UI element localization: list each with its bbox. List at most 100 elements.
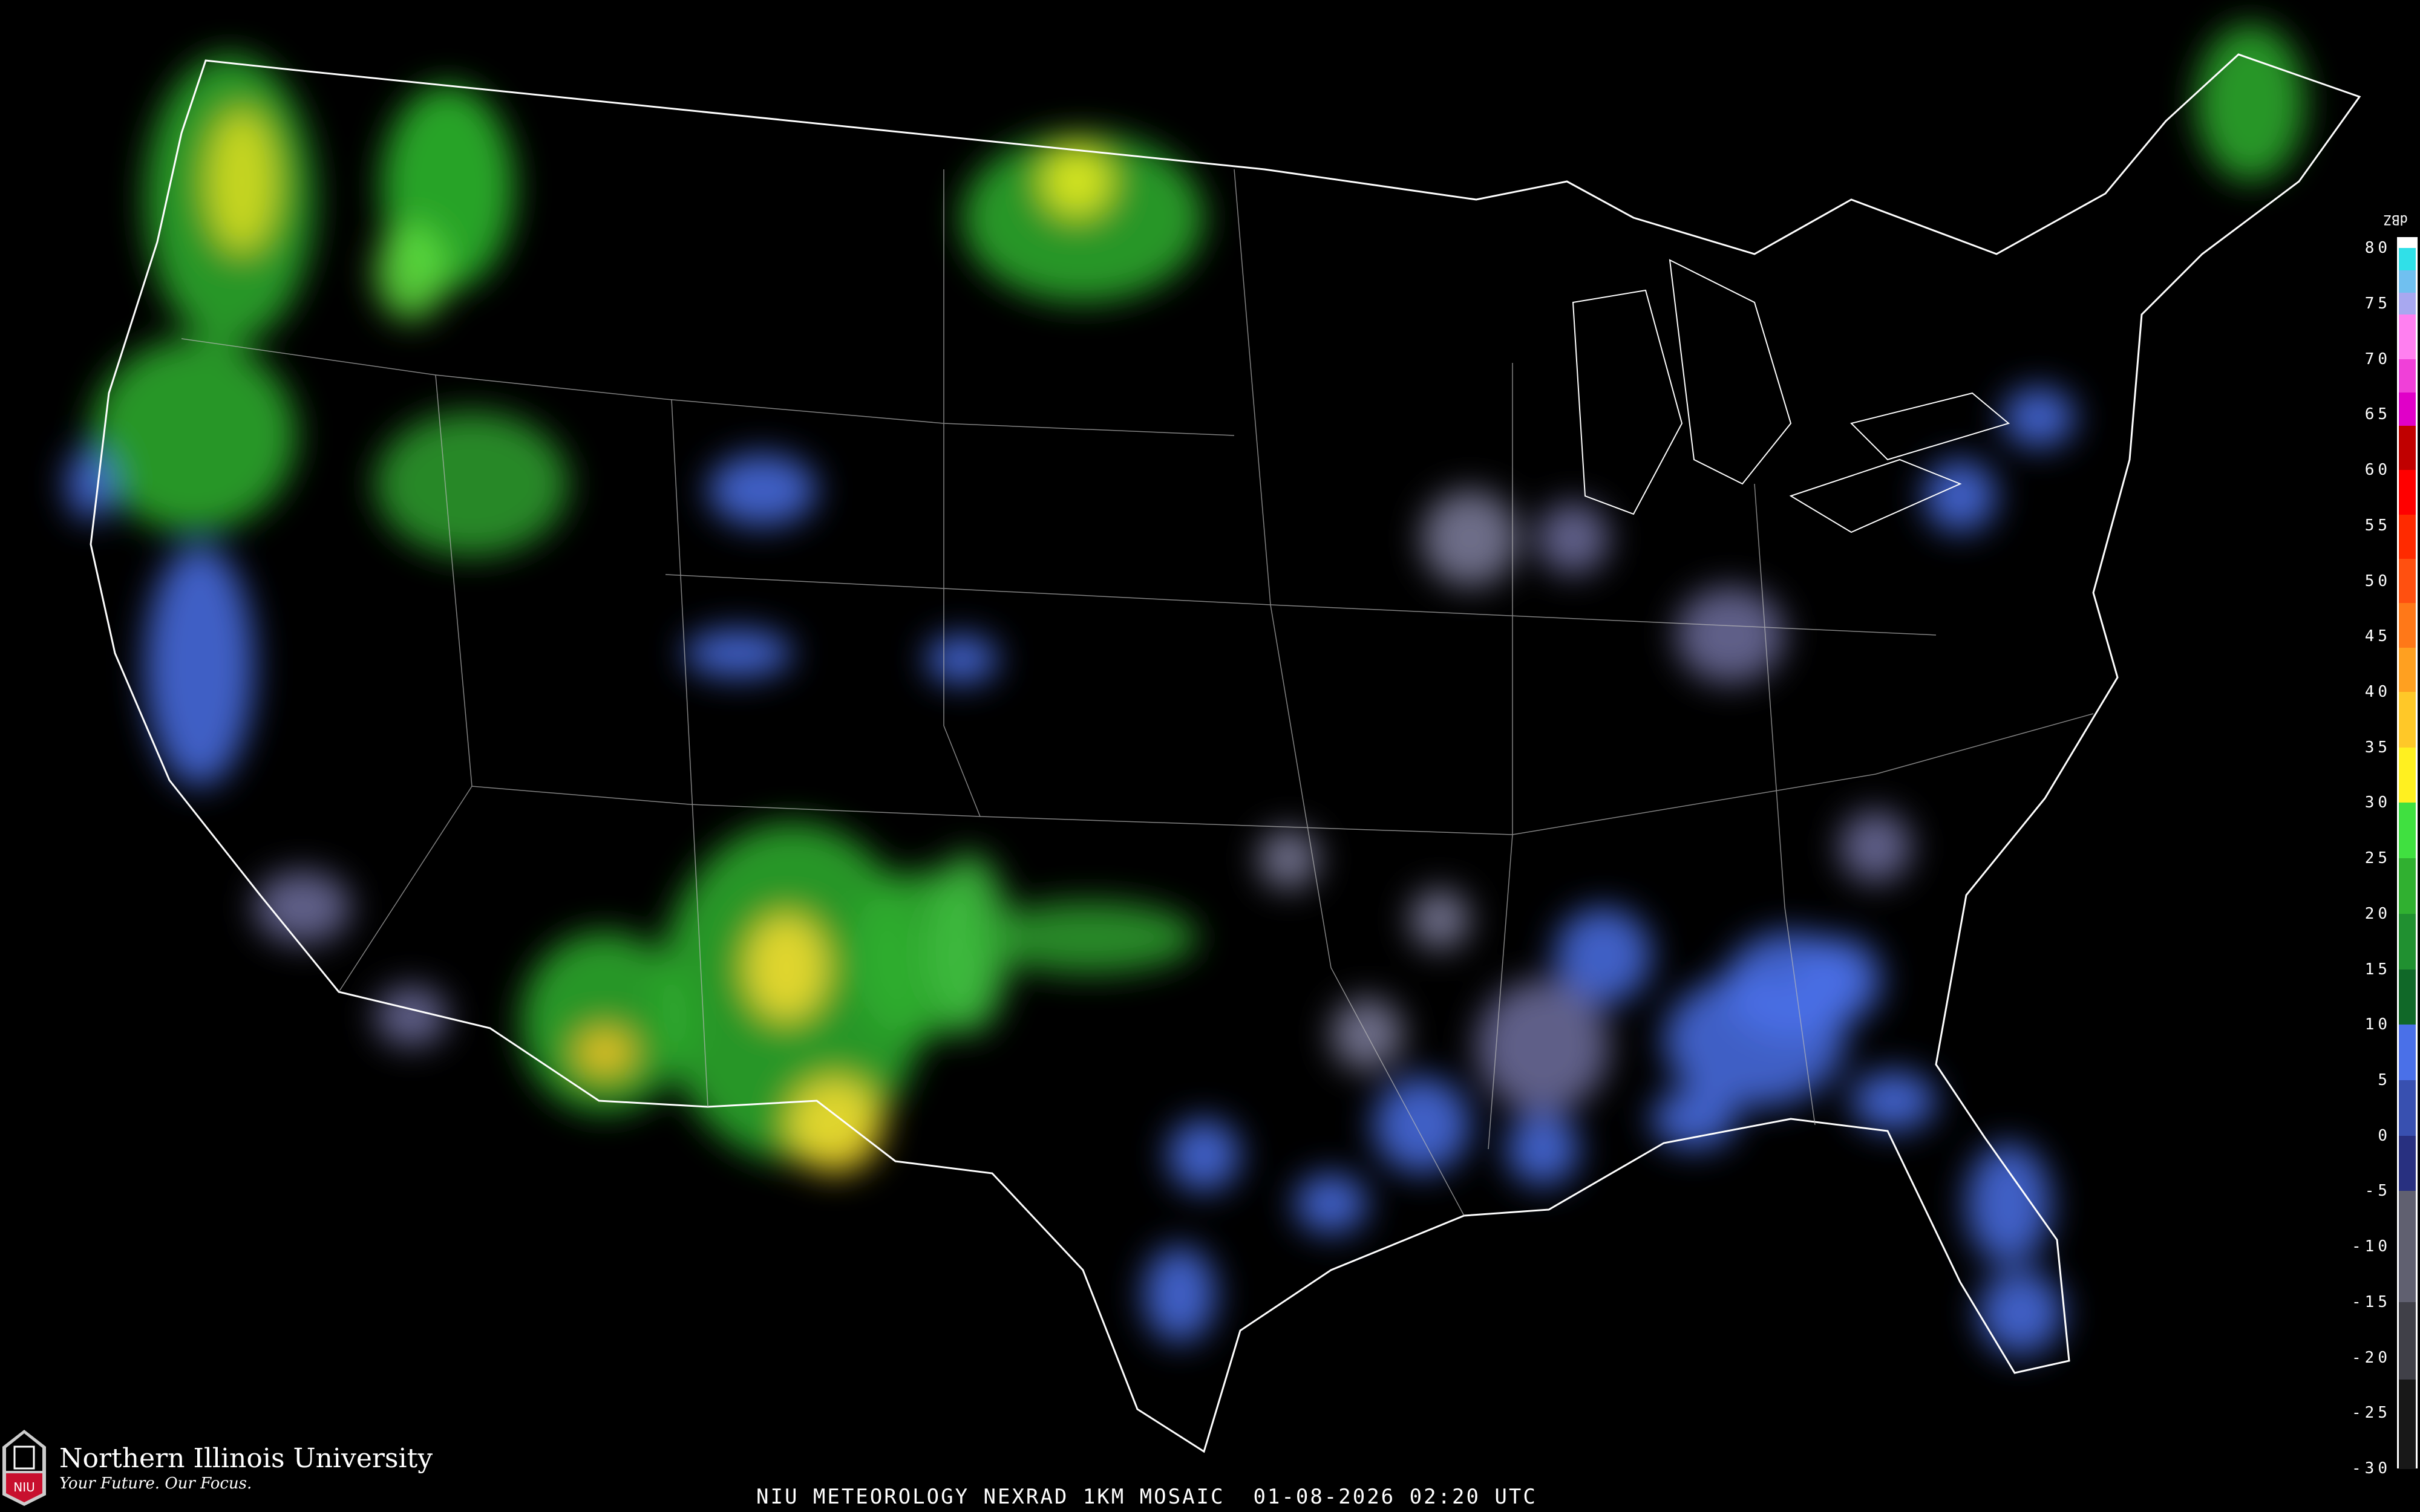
radar-echo bbox=[1410, 889, 1470, 950]
legend-tick-label: 35 bbox=[2364, 738, 2391, 757]
radar-echo bbox=[254, 871, 351, 943]
color-scale-segment bbox=[2399, 237, 2416, 249]
legend-tick-label: 80 bbox=[2364, 239, 2391, 258]
color-scale-segment bbox=[2399, 1025, 2416, 1081]
color-scale-segment bbox=[2399, 392, 2416, 426]
color-scale-segment bbox=[2399, 248, 2416, 271]
radar-echo bbox=[520, 931, 690, 1113]
color-scale-segment bbox=[2399, 1302, 2416, 1381]
color-scale-segment bbox=[2399, 1080, 2416, 1136]
radar-echo bbox=[1978, 1270, 2063, 1355]
legend-tick-label: 50 bbox=[2364, 572, 2391, 590]
map-caption: NIU METEOROLOGY NEXRAD 1KM MOSAIC 01-08-… bbox=[756, 1485, 1537, 1509]
svg-text:NIU: NIU bbox=[13, 1480, 35, 1494]
color-scale-segment bbox=[2399, 803, 2416, 859]
radar-echo bbox=[1143, 1246, 1216, 1343]
radar-echo bbox=[1041, 145, 1113, 218]
radar-echo bbox=[786, 1077, 883, 1173]
radar-echo bbox=[1652, 1089, 1736, 1149]
legend-tick-label: 60 bbox=[2364, 461, 2391, 480]
radar-echo bbox=[1676, 587, 1785, 683]
radar-echo bbox=[1924, 460, 1996, 532]
niu-shield-icon: NIU bbox=[2, 1430, 46, 1506]
color-scale-segment bbox=[2399, 1191, 2416, 1303]
color-scale-segment bbox=[2399, 359, 2416, 393]
color-scale-segment bbox=[2399, 292, 2416, 316]
radar-echo bbox=[744, 913, 829, 1022]
radar-echo bbox=[91, 339, 296, 532]
color-scale-segment bbox=[2399, 647, 2416, 693]
radar-echo bbox=[962, 133, 1204, 302]
color-scale-segment bbox=[2399, 692, 2416, 748]
radar-echo bbox=[1664, 974, 1845, 1107]
radar-echoes bbox=[67, 24, 2305, 1355]
radar-echo bbox=[1258, 829, 1319, 889]
radar-echo bbox=[1373, 1077, 1470, 1173]
radar-echo bbox=[575, 1028, 635, 1077]
legend-tick-label: -15 bbox=[2352, 1292, 2391, 1311]
radar-echo bbox=[1851, 1070, 1936, 1131]
radar-echo bbox=[926, 635, 998, 683]
color-scale-bar bbox=[2397, 237, 2418, 1469]
university-tagline: Your Future. Our Focus. bbox=[59, 1475, 252, 1493]
legend-tick-label: -20 bbox=[2352, 1348, 2391, 1367]
radar-echo bbox=[67, 448, 115, 520]
color-scale-segment bbox=[2399, 747, 2416, 804]
university-name: Northern Illinois University bbox=[59, 1443, 433, 1474]
radar-echo bbox=[926, 853, 1010, 1034]
radar-echo bbox=[375, 411, 569, 556]
radar-echo bbox=[1168, 1119, 1240, 1191]
legend-tick-label: 75 bbox=[2364, 295, 2391, 313]
color-scale-segment bbox=[2399, 1135, 2416, 1192]
us-outline bbox=[90, 53, 2361, 1453]
legend-tick-label: -30 bbox=[2352, 1459, 2391, 1478]
radar-echo bbox=[375, 986, 448, 1046]
radar-echo bbox=[375, 224, 448, 321]
radar-echo bbox=[1555, 907, 1652, 1004]
legend-tick-label: -25 bbox=[2352, 1404, 2391, 1422]
legend-tick-label: 30 bbox=[2364, 793, 2391, 812]
color-scale-segment bbox=[2399, 558, 2416, 604]
radar-echo bbox=[1331, 998, 1404, 1070]
color-scale-segment bbox=[2399, 858, 2416, 914]
state-borders bbox=[181, 169, 2094, 1216]
radar-echo bbox=[145, 544, 254, 786]
legend-tick-label: -10 bbox=[2352, 1237, 2391, 1256]
radar-echo bbox=[2003, 387, 2075, 448]
radar-echo bbox=[1966, 1143, 2051, 1264]
legend-tick-label: 55 bbox=[2364, 516, 2391, 535]
legend-tick-label: 25 bbox=[2364, 849, 2391, 868]
radar-echo bbox=[2196, 24, 2305, 181]
radar-echo bbox=[1422, 490, 1519, 587]
color-scale-segment bbox=[2399, 514, 2416, 559]
legend-tick-label: -5 bbox=[2364, 1182, 2391, 1201]
color-scale-segment bbox=[2399, 270, 2416, 293]
color-scale-segment bbox=[2399, 603, 2416, 648]
radar-echo bbox=[684, 629, 793, 677]
legend-tick-label: 70 bbox=[2364, 350, 2391, 368]
legend-tick-label: 10 bbox=[2364, 1015, 2391, 1034]
color-scale-segment bbox=[2399, 425, 2416, 471]
legend-tick-label: 5 bbox=[2378, 1071, 2391, 1090]
radar-echo bbox=[1537, 502, 1609, 575]
legend-unit: dBZ bbox=[2384, 212, 2408, 227]
radar-echo bbox=[1839, 810, 1912, 883]
legend-tick-label: 40 bbox=[2364, 683, 2391, 702]
color-scale-segment bbox=[2399, 314, 2416, 360]
radar-echo bbox=[206, 109, 278, 254]
legend-tick-label: 20 bbox=[2364, 904, 2391, 923]
color-scale-segment bbox=[2399, 470, 2416, 515]
legend-tick-label: 45 bbox=[2364, 627, 2391, 646]
legend-tick-label: 65 bbox=[2364, 405, 2391, 424]
niu-logo: NIU Northern Illinois University Your Fu… bbox=[0, 1429, 433, 1507]
radar-echo bbox=[1476, 980, 1609, 1113]
color-scale-segment bbox=[2399, 913, 2416, 970]
color-scale-segment bbox=[2399, 969, 2416, 1026]
legend-tick-label: 0 bbox=[2378, 1126, 2391, 1145]
radar-echo bbox=[1295, 1173, 1367, 1234]
radar-echo bbox=[1506, 1113, 1579, 1185]
radar-echo bbox=[708, 454, 817, 526]
radar-echo bbox=[980, 901, 1198, 974]
color-scale-segment bbox=[2399, 1380, 2416, 1469]
